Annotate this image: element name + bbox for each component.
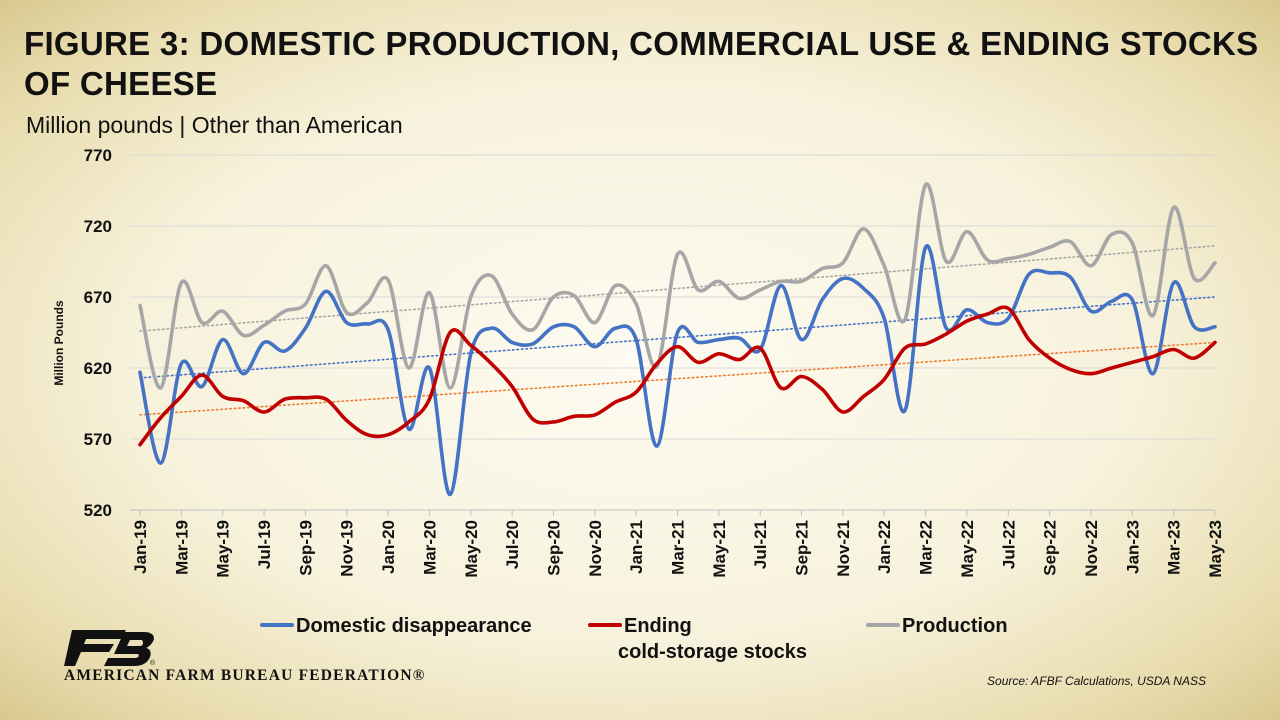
y-tick-label: 620 bbox=[84, 359, 112, 378]
x-axis: Jan-19 Mar-19 May-19 Jul-19 Sep-19 Nov-19 Jan-… bbox=[130, 509, 1225, 578]
x-tick-label: May-21 bbox=[710, 520, 729, 578]
x-tick-label: Sep-22 bbox=[1041, 520, 1060, 576]
x-tick-label: Mar-22 bbox=[917, 520, 936, 575]
gridlines bbox=[130, 154, 1215, 511]
y-tick-label: 520 bbox=[84, 501, 112, 520]
trendlines bbox=[139, 245, 1216, 416]
trendline bbox=[139, 245, 1216, 332]
y-axis: 520 570 620 670 720 770 bbox=[84, 146, 112, 520]
source-note: Source: AFBF Calculations, USDA NASS bbox=[987, 674, 1206, 688]
x-tick-label: May-19 bbox=[214, 520, 233, 578]
x-tick-label: Sep-19 bbox=[296, 520, 315, 576]
y-axis-label: Million Pounds bbox=[52, 300, 66, 386]
y-tick-label: 570 bbox=[84, 430, 112, 449]
x-tick-label: Jul-22 bbox=[999, 520, 1018, 569]
series-lines bbox=[138, 182, 1217, 497]
x-tick-label: Jan-19 bbox=[131, 520, 150, 574]
y-tick-label: 670 bbox=[84, 288, 112, 307]
y-tick-label: 770 bbox=[84, 146, 112, 165]
series-line-domestic bbox=[138, 244, 1217, 497]
page-subtitle: Million pounds | Other than American bbox=[26, 112, 403, 138]
legend-label: Production bbox=[902, 615, 1008, 637]
x-tick-label: Mar-19 bbox=[172, 520, 191, 575]
series-line-production bbox=[138, 182, 1217, 390]
y-tick-label: 720 bbox=[84, 217, 112, 236]
x-tick-label: Sep-21 bbox=[793, 520, 812, 576]
legend-label-line2: cold-storage stocks bbox=[618, 641, 807, 663]
x-tick-label: Nov-21 bbox=[834, 520, 853, 577]
x-tick-label: Mar-23 bbox=[1165, 520, 1184, 575]
trendline bbox=[139, 296, 1216, 379]
x-tick-label: May-20 bbox=[462, 520, 481, 578]
afbf-logo: ® bbox=[64, 630, 156, 666]
x-tick-label: Mar-21 bbox=[669, 520, 688, 575]
x-tick-label: Sep-20 bbox=[544, 520, 563, 576]
x-tick-label: May-23 bbox=[1206, 520, 1225, 578]
x-tick-label: Jan-23 bbox=[1123, 520, 1142, 574]
x-tick-label: Nov-20 bbox=[586, 520, 605, 577]
legend: Domestic disappearance Ending cold-storage… bbox=[260, 615, 1008, 663]
x-tick-label: Jul-21 bbox=[751, 520, 770, 569]
org-name: AMERICAN FARM BUREAU FEDERATION® bbox=[64, 667, 426, 684]
legend-label: Ending bbox=[624, 615, 692, 637]
x-tick-label: Nov-19 bbox=[338, 520, 357, 577]
x-tick-label: Nov-22 bbox=[1082, 520, 1101, 577]
x-tick-label: Jul-20 bbox=[503, 520, 522, 569]
x-tick-label: May-22 bbox=[958, 520, 977, 578]
series-line-stocks bbox=[138, 305, 1217, 447]
x-tick-label: Jan-20 bbox=[379, 520, 398, 574]
x-tick-label: Jul-19 bbox=[255, 520, 274, 569]
page-title: FIGURE 3: DOMESTIC PRODUCTION, COMMERCIA… bbox=[24, 25, 1259, 102]
svg-text:®: ® bbox=[150, 659, 156, 666]
legend-label: Domestic disappearance bbox=[296, 615, 532, 637]
x-tick-label: Jan-21 bbox=[627, 520, 646, 574]
x-tick-label: Mar-20 bbox=[420, 520, 439, 575]
trendline bbox=[139, 341, 1216, 416]
x-tick-label: Jan-22 bbox=[875, 520, 894, 574]
